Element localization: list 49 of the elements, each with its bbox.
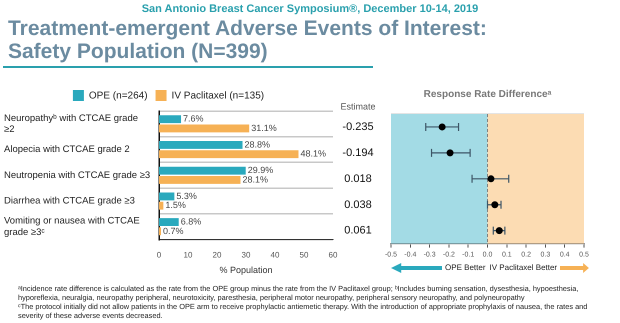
legend-label: OPE (n=264)	[88, 90, 148, 102]
data-label: 48.1%	[300, 148, 326, 159]
data-label: 1.5%	[165, 200, 186, 210]
data-label: 0.018	[344, 172, 372, 185]
y-tick-label: Neutropenia with CTCAE grade ≥3	[4, 170, 150, 181]
data-label: 28.8%	[244, 139, 270, 150]
text: Estimate	[340, 101, 376, 112]
data-label: -0.235	[342, 120, 374, 133]
bar	[159, 124, 250, 132]
chart-title: Response Rate Differenceᵃ	[424, 88, 552, 100]
data-label: 6.8%	[180, 216, 202, 227]
bar	[159, 192, 174, 200]
data-label: 0.038	[344, 198, 372, 211]
x-tick-label: 40	[270, 250, 280, 260]
x-tick-label: 30	[242, 250, 251, 260]
point	[491, 201, 498, 208]
data-label: 0.061	[344, 224, 372, 237]
x-tick-label: 20	[212, 250, 222, 260]
data-label: 7.6%	[183, 114, 204, 124]
x-axis-title: % Population	[219, 265, 273, 276]
bar	[159, 166, 246, 175]
data-label: 5.3%	[176, 190, 197, 201]
point	[487, 175, 494, 182]
bar	[159, 218, 179, 226]
y-tick-label: Alopecia with CTCAE grade 2	[4, 144, 130, 156]
chart-subtitle: San Antonio Breast Cancer Symposium®, December 10-14, 2019	[140, 3, 480, 15]
data-label: 31.1%	[251, 122, 277, 133]
point	[446, 149, 454, 156]
bar	[159, 176, 240, 184]
point	[438, 123, 446, 130]
legend-label: IV Paclitaxel (n=135)	[172, 90, 264, 102]
y-tick-label: Vomiting or nausea with CTCAE grade ≥3ᶜ	[4, 216, 140, 238]
x-tick-label: 10	[184, 250, 193, 260]
data-label: -0.194	[342, 146, 374, 159]
data-label: 0.7%	[163, 226, 184, 236]
chart-title: Treatment-emergent Adverse Events of Interest: Safety Population (N=399)	[8, 17, 488, 63]
x-tick-label: 50	[300, 250, 309, 260]
bar	[159, 150, 298, 158]
x-tick-label: 0	[156, 250, 162, 260]
x-tick-label: 60	[328, 250, 338, 260]
y-tick-label: Neuropathyᵇ with CTCAE grade ≥2	[4, 112, 138, 136]
bar	[159, 115, 182, 124]
bar	[159, 141, 243, 149]
band-label: OPE Better	[445, 262, 486, 272]
data-label: 29.9%	[248, 165, 274, 176]
y-tick-label: Diarrhea with CTCAE grade ≥3	[4, 196, 135, 207]
bar	[159, 202, 164, 210]
band-label: IV Paclitaxel Better	[490, 262, 558, 272]
data-label: 28.1%	[242, 174, 268, 184]
